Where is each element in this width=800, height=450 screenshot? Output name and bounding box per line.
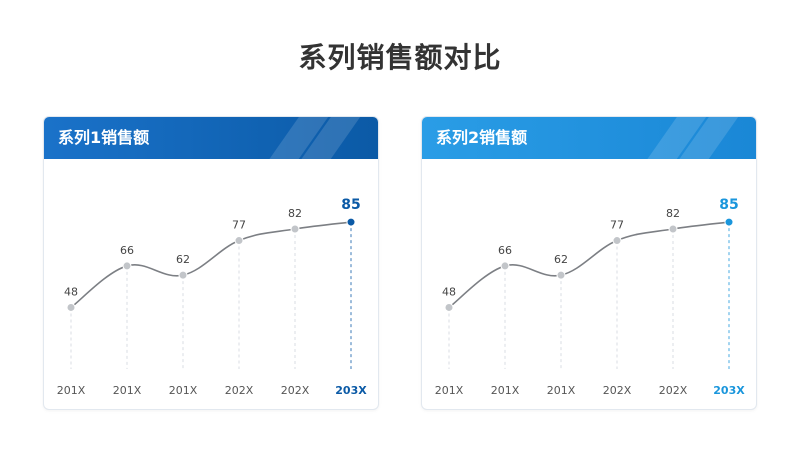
data-point xyxy=(122,261,132,271)
data-label: 82 xyxy=(666,207,680,220)
x-tick-label: 201X xyxy=(547,384,576,397)
data-point xyxy=(66,302,76,312)
x-tick-label: 202X xyxy=(659,384,688,397)
x-tick-label: 201X xyxy=(435,384,464,397)
x-tick-label: 202X xyxy=(225,384,254,397)
x-tick-label: 201X xyxy=(57,384,86,397)
data-point xyxy=(346,217,356,227)
data-point xyxy=(500,261,510,271)
card-header: 系列2销售额 xyxy=(422,117,756,159)
x-tick-label: 201X xyxy=(113,384,142,397)
data-label: 66 xyxy=(120,244,134,257)
x-tick-label: 201X xyxy=(491,384,520,397)
line-chart-series2: 48 201X 66 201X 62 201X 77 202X 82 202X 85 203X xyxy=(435,197,746,397)
data-point xyxy=(444,302,454,312)
data-label: 48 xyxy=(64,285,78,298)
data-point xyxy=(612,236,622,246)
data-label: 82 xyxy=(288,207,302,220)
card-header: 系列1销售额 xyxy=(44,117,378,159)
data-point xyxy=(290,224,300,234)
chart-card-series1: 系列1销售额 48 201X 66 201X 62 201X 77 202X 82 202X 85 2… xyxy=(43,116,379,410)
x-tick-label: 202X xyxy=(603,384,632,397)
line-chart-series1: 48 201X 66 201X 62 201X 77 202X 82 202X 85 203X xyxy=(57,197,368,397)
data-label: 48 xyxy=(442,285,456,298)
chart-card-series2: 系列2销售额 48 201X 66 201X 62 201X 77 202X 82 202X 85 2… xyxy=(421,116,757,410)
data-label: 85 xyxy=(719,197,738,213)
series-line xyxy=(70,221,352,309)
data-point xyxy=(724,217,734,227)
x-tick-label: 201X xyxy=(169,384,198,397)
data-point xyxy=(556,270,566,280)
data-label: 85 xyxy=(341,197,360,213)
data-point xyxy=(178,270,188,280)
card-title: 系列2销售额 xyxy=(436,128,528,147)
data-label: 77 xyxy=(232,219,246,232)
data-label: 62 xyxy=(176,253,190,266)
data-label: 66 xyxy=(498,244,512,257)
data-label: 77 xyxy=(610,219,624,232)
x-tick-label: 202X xyxy=(281,384,310,397)
data-label: 62 xyxy=(554,253,568,266)
x-tick-label: 203X xyxy=(713,384,745,397)
x-tick-label: 203X xyxy=(335,384,367,397)
page-title: 系列销售额对比 xyxy=(298,41,502,74)
data-point xyxy=(668,224,678,234)
data-point xyxy=(234,236,244,246)
card-title: 系列1销售额 xyxy=(58,128,150,147)
series-line xyxy=(448,221,730,309)
